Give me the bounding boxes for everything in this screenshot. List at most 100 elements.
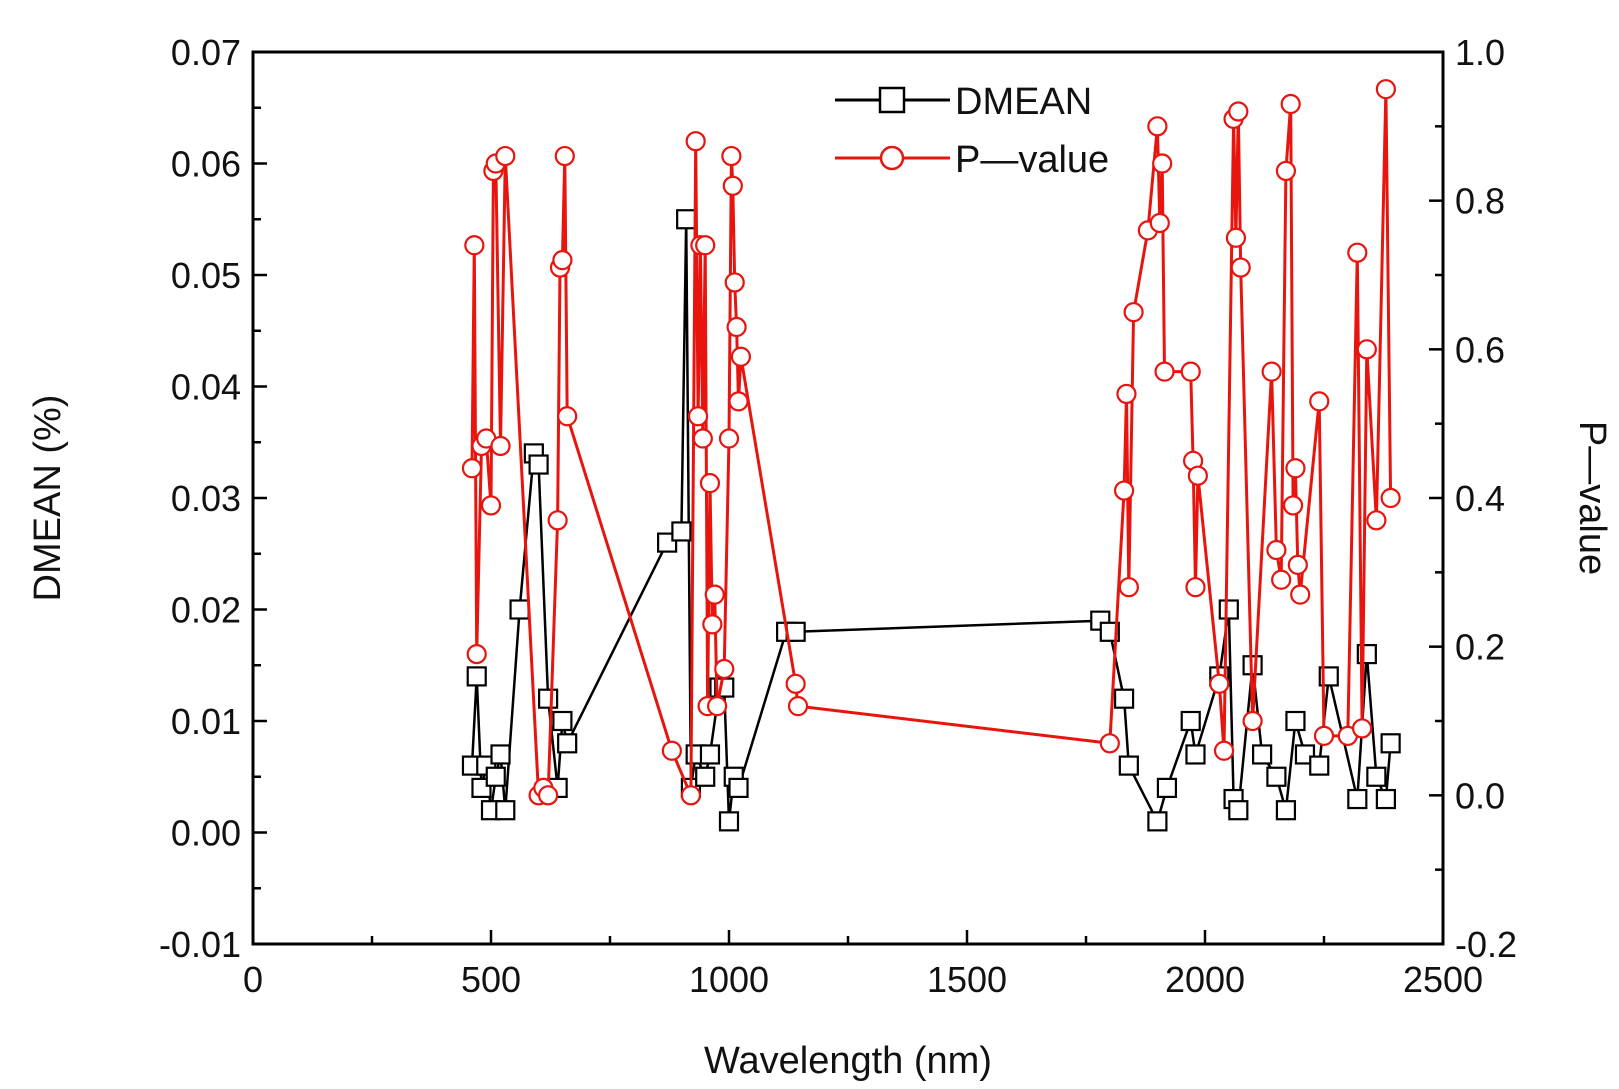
data-point-dmean: [552, 710, 573, 732]
data-point-pvalue: [1380, 487, 1401, 509]
data-point-dmean: [676, 209, 697, 230]
data-point-dmean: [490, 744, 511, 765]
data-point-pvalue: [702, 614, 723, 635]
data-point-pvalue: [1187, 465, 1208, 486]
data-point-pvalue: [1313, 725, 1335, 746]
y2-axis-title: P—value: [1571, 421, 1613, 575]
data-point-pvalue: [706, 696, 728, 717]
y-tick-label: 0.03: [171, 478, 241, 519]
data-point-pvalue: [730, 346, 752, 367]
data-point-pvalue: [1287, 554, 1308, 576]
y-tick-label: 0.06: [171, 144, 241, 185]
data-point-pvalue: [480, 495, 502, 516]
data-point-dmean: [718, 811, 740, 832]
data-point-dmean: [699, 744, 721, 765]
data-series: [461, 79, 1401, 832]
data-point-pvalue: [1242, 710, 1263, 732]
y2-tick-label: 0.2: [1455, 627, 1505, 668]
series-line-dmean: [470, 218, 1392, 823]
data-point-pvalue: [685, 131, 706, 152]
data-point-dmean: [728, 777, 749, 799]
data-point-pvalue: [1285, 458, 1306, 479]
data-point-pvalue: [787, 696, 809, 717]
data-point-pvalue: [714, 658, 735, 680]
x-tick-label: 0: [243, 959, 263, 1000]
x-tick-label: 2500: [1403, 959, 1483, 1000]
data-point-dmean: [557, 733, 578, 754]
data-point-dmean: [1285, 710, 1306, 732]
data-point-pvalue: [722, 175, 743, 196]
data-point-dmean: [1266, 766, 1287, 787]
data-point-pvalue: [557, 406, 578, 427]
data-point-pvalue: [1280, 93, 1301, 115]
data-point-dmean: [695, 766, 716, 787]
data-point-dmean: [485, 766, 506, 787]
y2-tick-label: 0.6: [1455, 329, 1505, 370]
data-point-pvalue: [1275, 160, 1297, 182]
data-point-pvalue: [726, 316, 747, 338]
y-tick-label: 0.04: [171, 367, 241, 408]
data-point-pvalue: [1113, 480, 1135, 501]
data-point-pvalue: [1271, 569, 1292, 590]
data-point-pvalue: [1351, 718, 1373, 739]
data-point-pvalue: [1356, 339, 1377, 360]
data-point-dmean: [538, 688, 559, 709]
data-point-pvalue: [1309, 391, 1330, 412]
data-point-pvalue: [1375, 79, 1396, 100]
data-point-dmean: [1118, 755, 1139, 776]
legend-pvalue-marker: [879, 145, 905, 171]
data-point-dmean: [1099, 621, 1120, 642]
data-point-pvalue: [1209, 673, 1230, 694]
data-point-pvalue: [538, 785, 559, 806]
y-tick-label: 0.00: [171, 813, 241, 854]
data-point-pvalue: [692, 428, 713, 449]
data-point-dmean: [1366, 766, 1387, 787]
data-point-pvalue: [554, 145, 575, 167]
data-point-dmean: [1185, 744, 1206, 765]
y2-tick-label: 1.0: [1455, 32, 1505, 73]
data-point-pvalue: [1116, 383, 1137, 405]
data-point-dmean: [1380, 733, 1401, 754]
data-point-pvalue: [1185, 577, 1206, 598]
data-point-pvalue: [1228, 101, 1249, 122]
axis-ticks: 0 500 1000 1500 2000 2500 0.07 0.06 0.05 0.04 0.03…: [159, 32, 1517, 1000]
data-point-pvalue: [464, 235, 485, 256]
data-point-pvalue: [1154, 361, 1175, 382]
data-point-pvalue: [1123, 302, 1144, 323]
data-point-pvalue: [695, 235, 716, 256]
data-point-pvalue: [1290, 584, 1311, 605]
data-point-pvalue: [704, 584, 725, 605]
data-point-dmean: [1252, 744, 1273, 765]
x-tick-label: 1500: [927, 959, 1007, 1000]
y2-tick-label: 0.0: [1455, 775, 1505, 816]
data-point-pvalue: [1266, 539, 1287, 561]
data-point-pvalue: [724, 272, 745, 293]
data-point-pvalue: [728, 391, 749, 412]
data-point-pvalue: [1282, 495, 1304, 516]
legend-dmean-marker: [878, 86, 906, 114]
data-point-pvalue: [547, 510, 568, 531]
data-point-pvalue: [1149, 212, 1170, 234]
data-point-pvalue: [661, 740, 682, 761]
data-point-pvalue: [552, 250, 573, 271]
x-tick-label: 500: [461, 959, 521, 1000]
data-point-dmean: [1275, 800, 1297, 821]
x-axis-title: Wavelength (nm): [704, 1040, 992, 1082]
series-pvalue: [461, 79, 1401, 806]
series-line-pvalue: [470, 87, 1393, 797]
data-point-dmean: [1228, 800, 1249, 821]
y-axis-title: DMEAN (%): [27, 395, 69, 602]
data-point-pvalue: [1261, 361, 1282, 382]
series-dmean: [461, 209, 1401, 832]
data-point-dmean: [1309, 755, 1330, 776]
x-tick-label: 1000: [689, 959, 769, 1000]
data-point-pvalue: [1366, 510, 1387, 531]
y-tick-label: 0.07: [171, 32, 241, 73]
legend-pvalue-label: P—value: [955, 139, 1109, 181]
data-point-dmean: [671, 521, 692, 542]
y-tick-label: 0.02: [171, 590, 241, 631]
data-point-pvalue: [1213, 740, 1235, 761]
data-point-dmean: [509, 599, 530, 620]
